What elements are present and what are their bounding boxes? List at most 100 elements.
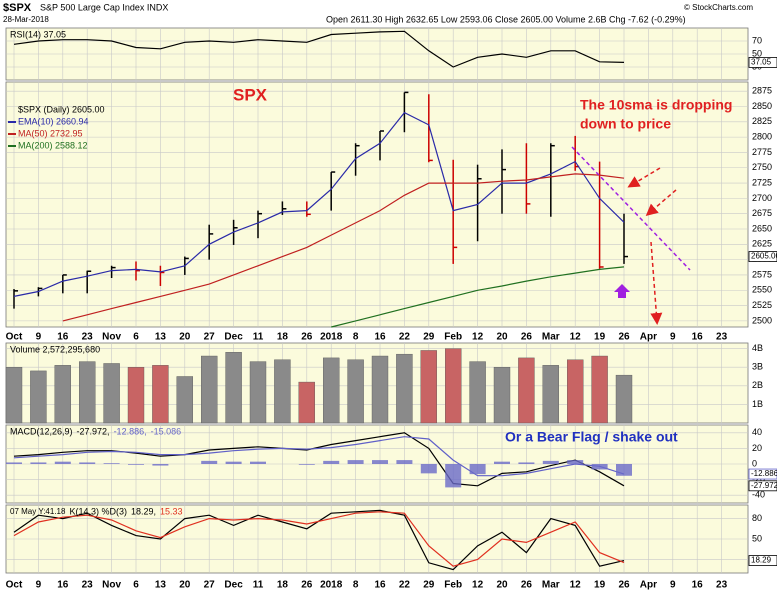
histogram-bar <box>567 460 584 464</box>
x-tick-label: 12 <box>472 332 484 343</box>
y-tick-label: -40 <box>752 490 765 500</box>
volume-bar <box>615 374 633 424</box>
y-tick-label: 4B <box>752 343 763 353</box>
volume-bar <box>493 366 511 424</box>
y-tick-label: 2625 <box>752 239 772 249</box>
x-tick-label: Nov <box>102 580 121 591</box>
y-tick-label: 2B <box>752 380 763 390</box>
x-tick-label: Oct <box>6 580 23 591</box>
end-label-box <box>748 480 777 492</box>
x-tick-label: 12 <box>570 332 582 343</box>
x-tick-label: 9 <box>670 332 676 343</box>
volume-bar <box>274 359 291 424</box>
x-tick-label: 9 <box>36 332 42 343</box>
legend-entry: MA(50) 2732.95 <box>18 128 83 138</box>
y-tick-label: 20 <box>752 443 762 453</box>
y-tick-label: 2825 <box>752 116 772 126</box>
quote: Open 2611.30 High 2632.65 Low 2593.06 Cl… <box>326 14 686 24</box>
histogram-bar <box>323 460 340 464</box>
volume-bar <box>420 350 437 424</box>
end-label-box <box>748 251 777 262</box>
volume-bar <box>469 361 486 424</box>
volume-bar <box>225 352 242 424</box>
cursor-note: 07 May Y:41.18 <box>10 507 66 516</box>
volume-bar <box>567 359 584 424</box>
x-tick-label: 22 <box>399 580 411 591</box>
x-tick-label: 20 <box>496 332 508 343</box>
series-line <box>331 266 625 328</box>
x-tick-label: 8 <box>353 580 359 591</box>
panel-title: Volume 2,572,295,680 <box>10 344 100 354</box>
y-tick-label: 70 <box>752 35 762 45</box>
histogram-bar <box>225 461 242 464</box>
y-tick-label: 2525 <box>752 300 772 310</box>
x-tick-label: Oct <box>6 332 23 343</box>
x-tick-label: 22 <box>399 332 411 343</box>
x-tick-label: 23 <box>716 332 728 343</box>
legend-entry: -15.086 <box>151 426 182 436</box>
x-tick-label: 27 <box>204 332 216 343</box>
y-tick-label: 2650 <box>752 223 772 233</box>
x-tick-label: 26 <box>618 332 630 343</box>
x-tick-label: 29 <box>423 580 435 591</box>
x-tick-label: 20 <box>179 332 191 343</box>
x-tick-label: 23 <box>716 580 728 591</box>
histogram-bar <box>30 462 47 464</box>
volume-bar <box>347 359 364 424</box>
histogram-bar <box>128 464 144 465</box>
x-tick-label: Nov <box>102 332 121 343</box>
panel-title: $SPX (Daily) 2605.00 <box>18 104 105 114</box>
histogram-bar <box>372 460 388 464</box>
volume-bar <box>103 363 120 424</box>
legend-entry: MA(200) 2588.12 <box>18 140 88 150</box>
legend-entry: -27.972, <box>77 426 110 436</box>
arrow <box>627 167 661 188</box>
histogram-bar <box>6 462 22 464</box>
panel-title: MACD(12,26,9) <box>10 426 73 436</box>
x-tick-label: 16 <box>57 332 69 343</box>
legend-entry: -12.886, <box>114 426 147 436</box>
x-tick-label: 19 <box>594 332 606 343</box>
histogram-bar <box>347 460 364 464</box>
y-tick-label: 2700 <box>752 193 772 203</box>
volume-bar <box>518 357 535 424</box>
y-tick-label: 2850 <box>752 101 772 111</box>
y-tick-label: 2725 <box>752 177 772 187</box>
series-line <box>62 173 625 322</box>
series-line <box>13 30 625 68</box>
x-tick-label: 18 <box>277 580 289 591</box>
x-tick-label: 26 <box>521 332 533 343</box>
end-label: -27.972 <box>751 481 777 490</box>
x-tick-label: 20 <box>179 580 191 591</box>
end-label: -12.886 <box>751 469 777 478</box>
end-label-box <box>748 57 777 68</box>
volume-bar <box>5 366 23 424</box>
x-tick-label: 19 <box>594 580 606 591</box>
end-label-box <box>748 468 777 480</box>
x-tick-label: 13 <box>155 332 167 343</box>
histogram-bar <box>518 462 535 464</box>
date: 28-Mar-2018 <box>3 15 49 24</box>
x-tick-label: 29 <box>423 332 435 343</box>
x-tick-label: 12 <box>570 580 582 591</box>
y-tick-label: 40 <box>752 427 762 437</box>
series-line <box>13 436 625 477</box>
x-tick-label: Feb <box>444 332 462 343</box>
y-tick-label: 1B <box>752 399 763 409</box>
legend-entry: 18.29, <box>131 506 156 516</box>
y-tick-label: 2875 <box>752 86 772 96</box>
x-tick-label: 26 <box>301 332 313 343</box>
x-tick-label: 2018 <box>320 332 343 343</box>
volume-bar <box>591 355 608 424</box>
x-tick-label: 18 <box>277 332 289 343</box>
credit: © StockCharts.com <box>684 3 753 12</box>
histogram-bar <box>445 464 462 488</box>
y-tick-label: 2500 <box>752 315 772 325</box>
x-tick-label: 12 <box>472 580 484 591</box>
histogram-bar <box>616 464 632 476</box>
y-tick-label: 2750 <box>752 162 772 172</box>
x-tick-label: 26 <box>521 580 533 591</box>
volume-bar <box>323 357 340 424</box>
annotation: Or a Bear Flag / shake out <box>505 429 678 445</box>
x-tick-label: 6 <box>133 580 139 591</box>
